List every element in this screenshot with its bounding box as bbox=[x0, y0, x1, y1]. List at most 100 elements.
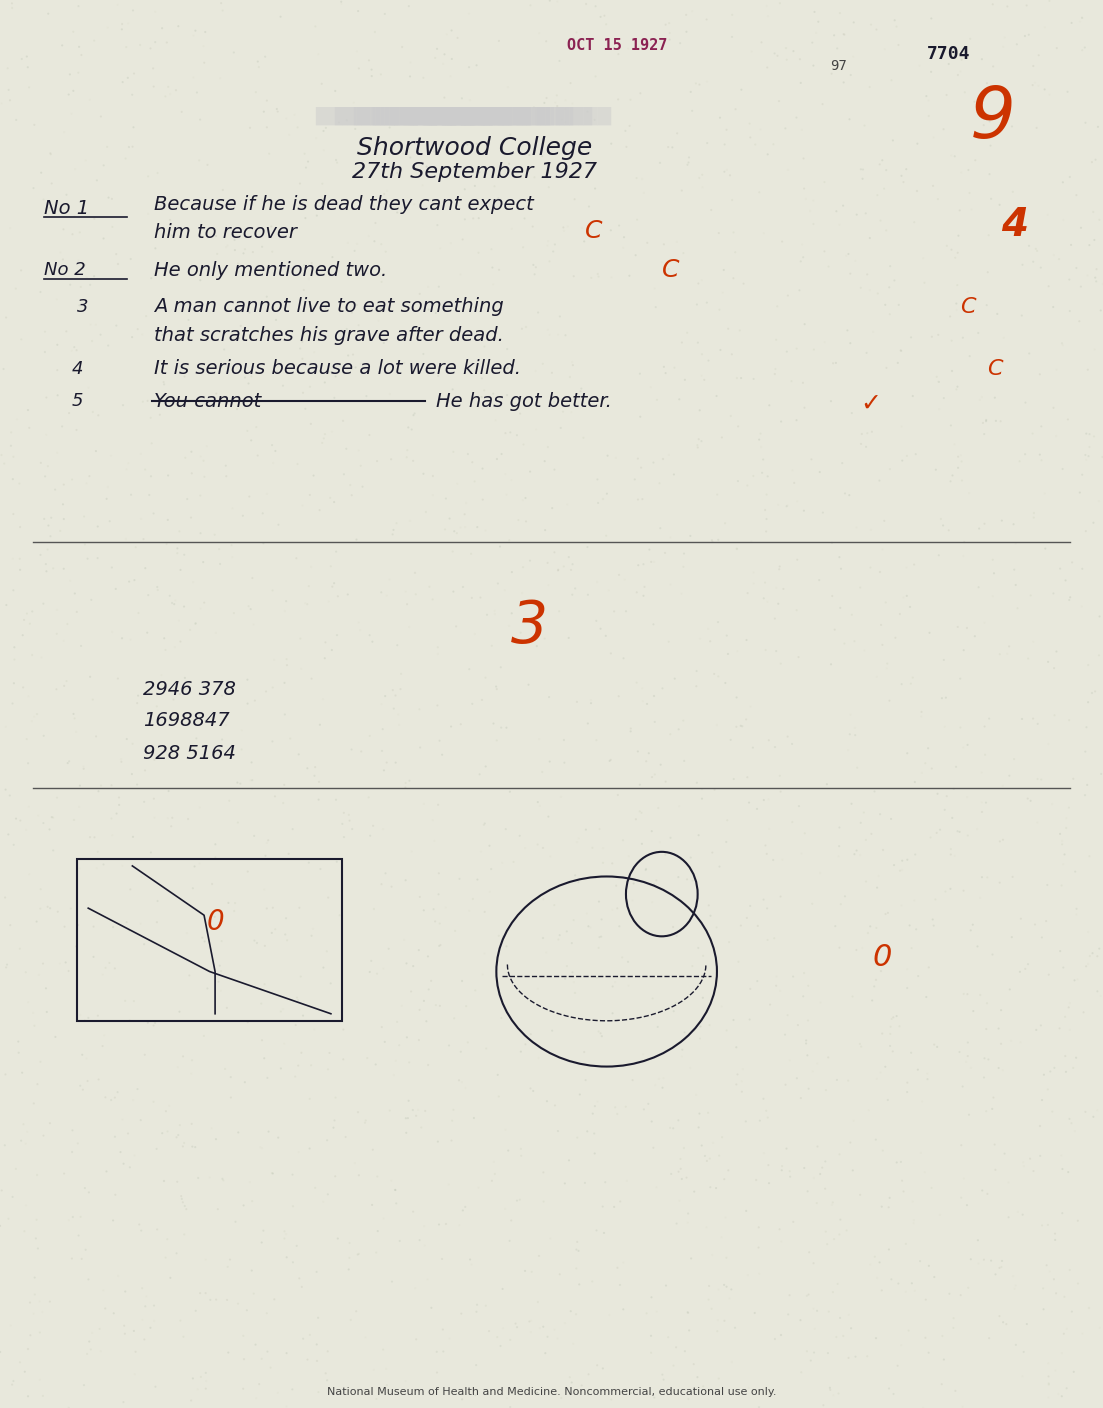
Point bbox=[942, 843, 960, 866]
Point bbox=[1037, 538, 1054, 560]
Point bbox=[323, 246, 341, 269]
Point bbox=[36, 465, 54, 487]
Point bbox=[114, 13, 131, 35]
Point bbox=[998, 642, 1016, 665]
Point bbox=[335, 826, 353, 849]
Point bbox=[86, 207, 104, 230]
Point bbox=[614, 1298, 632, 1321]
Point bbox=[979, 224, 997, 246]
Point bbox=[872, 1278, 890, 1301]
Point bbox=[564, 351, 581, 373]
Point bbox=[278, 1395, 296, 1408]
Point bbox=[935, 387, 953, 410]
Point bbox=[829, 1383, 847, 1405]
Point bbox=[974, 1180, 992, 1202]
Point bbox=[407, 1104, 425, 1126]
Point bbox=[392, 677, 409, 700]
Point bbox=[55, 508, 73, 531]
Point bbox=[459, 134, 476, 156]
Point bbox=[19, 56, 36, 79]
Point bbox=[376, 3, 394, 25]
Point bbox=[443, 541, 461, 563]
Point bbox=[1017, 391, 1035, 414]
Point bbox=[1073, 558, 1091, 580]
Point bbox=[308, 1333, 325, 1356]
Point bbox=[539, 318, 557, 341]
Point bbox=[407, 1328, 425, 1350]
Point bbox=[67, 721, 85, 743]
Point bbox=[754, 888, 772, 911]
Point bbox=[971, 389, 988, 411]
Point bbox=[433, 1318, 451, 1340]
Point bbox=[771, 1218, 789, 1240]
Point bbox=[451, 1214, 469, 1236]
Point bbox=[239, 1011, 257, 1033]
Point bbox=[243, 1259, 260, 1281]
Point bbox=[725, 1008, 742, 1031]
Point bbox=[233, 738, 250, 760]
Point bbox=[127, 536, 144, 559]
Point bbox=[1034, 926, 1051, 949]
Point bbox=[44, 807, 62, 829]
Point bbox=[588, 729, 606, 752]
Point bbox=[578, 903, 596, 925]
Point bbox=[427, 301, 445, 324]
Point bbox=[338, 108, 355, 131]
Point bbox=[729, 415, 747, 438]
Point bbox=[292, 966, 310, 988]
Point bbox=[934, 514, 952, 536]
Point bbox=[92, 324, 109, 346]
Point bbox=[711, 107, 729, 130]
Text: 0: 0 bbox=[206, 908, 224, 936]
Point bbox=[314, 689, 332, 711]
Point bbox=[132, 1219, 150, 1242]
Point bbox=[531, 23, 548, 45]
Point bbox=[300, 268, 318, 290]
Point bbox=[718, 624, 736, 646]
Point bbox=[1078, 717, 1095, 739]
Point bbox=[560, 546, 578, 569]
Point bbox=[968, 818, 986, 841]
Point bbox=[276, 672, 293, 694]
Point bbox=[144, 75, 162, 97]
Point bbox=[35, 508, 53, 531]
Point bbox=[557, 89, 575, 111]
Point bbox=[14, 676, 32, 698]
Point bbox=[752, 31, 770, 54]
Point bbox=[89, 1004, 107, 1026]
Point bbox=[1039, 1352, 1057, 1374]
Point bbox=[174, 1191, 192, 1214]
Point bbox=[197, 435, 215, 458]
Point bbox=[874, 149, 891, 172]
Point bbox=[319, 1129, 336, 1152]
Point bbox=[1069, 1273, 1086, 1295]
Point bbox=[887, 627, 904, 649]
Point bbox=[536, 92, 554, 114]
Point bbox=[398, 1026, 416, 1049]
Point bbox=[847, 249, 865, 272]
Point bbox=[955, 880, 973, 903]
Point bbox=[765, 926, 783, 949]
Point bbox=[1063, 1301, 1081, 1324]
Point bbox=[254, 235, 271, 258]
Point bbox=[110, 794, 128, 817]
Point bbox=[485, 175, 503, 197]
Point bbox=[373, 739, 390, 762]
Point bbox=[840, 108, 858, 131]
Point bbox=[490, 925, 507, 948]
Point bbox=[992, 410, 1009, 432]
Point bbox=[153, 1122, 171, 1145]
Point bbox=[442, 106, 460, 128]
Point bbox=[1019, 648, 1037, 670]
Point bbox=[692, 628, 709, 650]
Point bbox=[792, 72, 810, 94]
Point bbox=[524, 215, 542, 238]
Point bbox=[973, 386, 990, 408]
Point bbox=[212, 960, 229, 983]
Point bbox=[872, 960, 890, 983]
Point bbox=[442, 232, 460, 255]
Point bbox=[688, 660, 706, 683]
Point bbox=[457, 1195, 474, 1218]
Point bbox=[938, 83, 955, 106]
Point bbox=[222, 1249, 239, 1271]
